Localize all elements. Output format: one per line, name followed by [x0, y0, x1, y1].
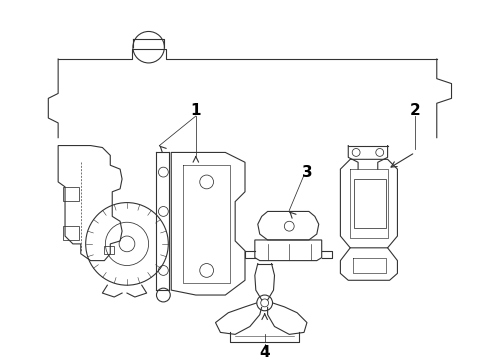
Text: 1: 1	[191, 103, 201, 118]
Text: 4: 4	[259, 345, 270, 360]
Text: 3: 3	[302, 165, 312, 180]
Text: 2: 2	[410, 103, 420, 118]
